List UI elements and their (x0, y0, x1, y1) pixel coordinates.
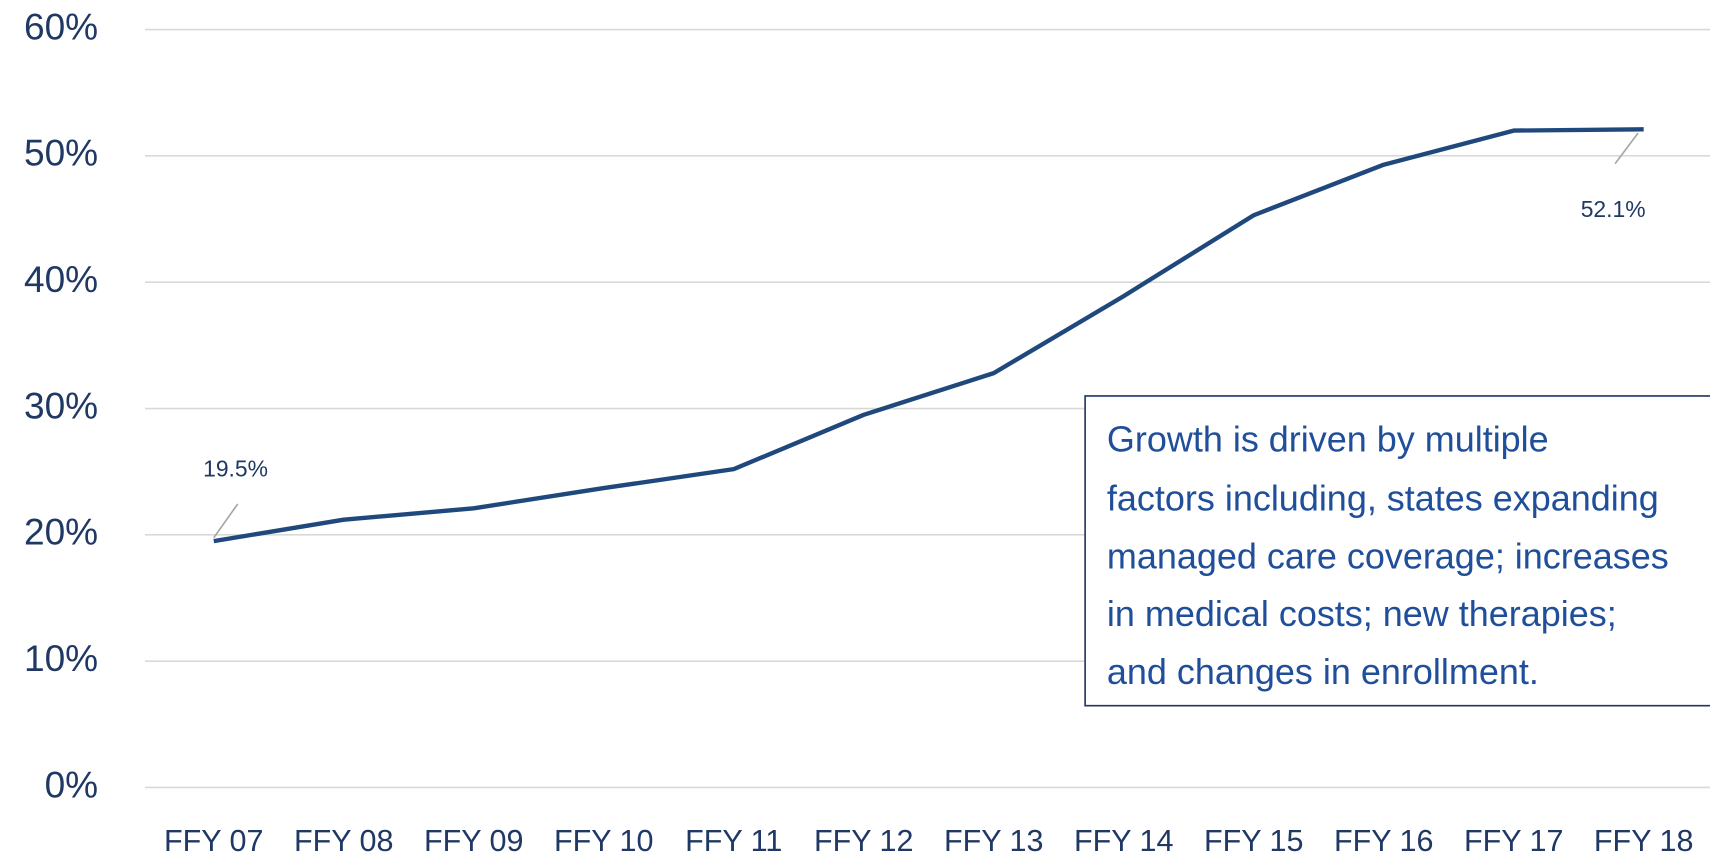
y-tick-label: 60% (24, 5, 98, 47)
x-tick-label: FFY 11 (685, 824, 782, 858)
annotation-box (1084, 395, 1710, 707)
data-label: 19.5% (203, 455, 268, 481)
y-tick-label: 20% (24, 511, 98, 553)
y-tick-label: 10% (24, 637, 98, 679)
x-tick-label: FFY 17 (1464, 824, 1564, 858)
plot-area: Growth is driven by multiple factors inc… (145, 28, 1710, 789)
data-label: 52.1% (1581, 196, 1646, 222)
annotation-line: in medical costs; new therapies; (1107, 593, 1617, 634)
x-tick-label: FFY 09 (424, 824, 524, 858)
annotation-line: managed care coverage; increases (1107, 535, 1669, 576)
x-tick-label: FFY 10 (554, 824, 654, 858)
x-tick-label: FFY 15 (1204, 824, 1304, 858)
y-tick-label: 50% (24, 132, 98, 174)
annotation-line: Growth is driven by multiple (1107, 419, 1549, 460)
y-tick-label: 30% (24, 384, 98, 426)
leader-line (1614, 132, 1639, 165)
y-tick-label: 0% (45, 763, 99, 805)
series-line (213, 127, 1644, 544)
leader-line (213, 503, 239, 539)
x-tick-label: FFY 16 (1334, 824, 1434, 858)
x-tick-label: FFY 18 (1594, 824, 1694, 858)
y-tick-label: 40% (24, 258, 98, 300)
x-tick-label: FFY 07 (164, 824, 264, 858)
x-tick-label: FFY 13 (944, 824, 1044, 858)
annotation-line: and changes in enrollment. (1107, 651, 1539, 692)
x-tick-label: FFY 08 (294, 824, 394, 858)
x-tick-label: FFY 14 (1074, 824, 1174, 858)
annotation-line: factors including, states expanding (1107, 477, 1659, 518)
x-tick-label: FFY 12 (814, 824, 914, 858)
